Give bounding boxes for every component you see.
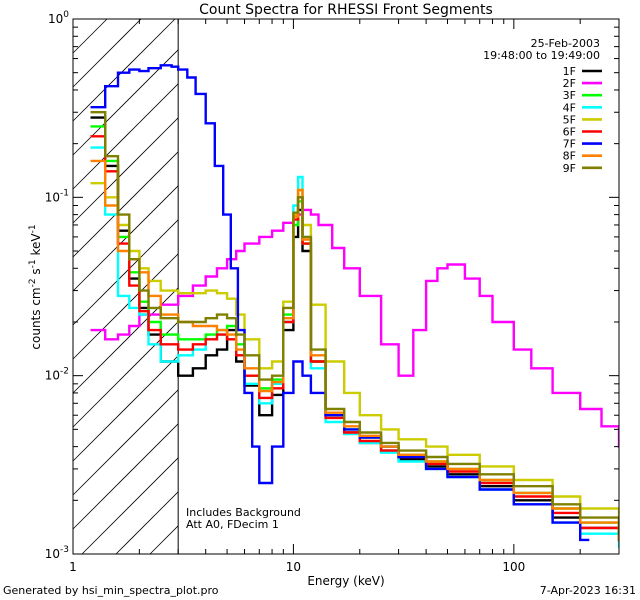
x-tick-label: 10 (286, 560, 301, 574)
y-tick-label: 100 (48, 10, 69, 26)
series-lines (90, 64, 619, 548)
legend-label-2F: 2F (563, 77, 576, 90)
hatch-line (72, 355, 179, 462)
series-line-1F (90, 116, 619, 542)
hatch-line (72, 83, 179, 190)
hatch-line (72, 18, 176, 122)
series-line-2F (90, 208, 619, 448)
annotation-attenuator: Att A0, FDecim 1 (186, 518, 279, 531)
hatch-line (81, 457, 179, 555)
y-tick-label: 10-2 (45, 367, 69, 383)
x-tick-label: 1 (69, 560, 77, 574)
axes: 1 10 100 100 10-1 10-2 10-3 (45, 10, 620, 574)
hatch-line (72, 18, 108, 54)
hatch-line (72, 253, 179, 360)
legend-label-5F: 5F (563, 113, 576, 126)
hatch-line (72, 117, 179, 224)
hatch-line (72, 321, 179, 428)
series-line-5F (90, 182, 619, 524)
plot-frame (72, 18, 620, 555)
hatch-line (149, 525, 179, 555)
x-tick-label: 100 (502, 560, 525, 574)
legend-label-6F: 6F (563, 126, 576, 139)
hatch-line (72, 18, 142, 88)
date-label: 25-Feb-2003 (531, 37, 600, 50)
hatch-line (72, 219, 179, 326)
series-line-7F (90, 64, 590, 542)
series-line-9F (90, 111, 619, 535)
hatch-line (72, 389, 179, 496)
time-range-label: 19:48:00 to 19:49:00 (483, 49, 600, 62)
annotation-background: Includes Background (186, 506, 301, 519)
generated-by-label: Generated by hsi_min_spectra_plot.pro (3, 584, 219, 597)
legend-label-3F: 3F (563, 89, 576, 102)
x-axis-label: Energy (keV) (307, 574, 384, 588)
chart-title: Count Spectra for RHESSI Front Segments (199, 2, 493, 18)
legend-label-7F: 7F (563, 138, 576, 151)
legend-label-1F: 1F (563, 65, 576, 78)
y-tick-label: 10-3 (45, 545, 69, 561)
hatched-region (72, 18, 179, 555)
timestamp-label: 7-Apr-2023 16:31 (540, 584, 636, 597)
hatch-line (72, 151, 179, 258)
y-tick-label: 10-1 (45, 188, 69, 204)
series-line-6F (90, 135, 619, 542)
y-axis-label: counts cm-2 s-1 keV-1 (28, 224, 43, 349)
hatch-line (72, 185, 179, 292)
legend-label-9F: 9F (563, 162, 576, 175)
series-line-8F (90, 159, 619, 542)
series-line-3F (90, 125, 619, 542)
hatch-line (72, 423, 179, 530)
legend-label-8F: 8F (563, 150, 576, 163)
hatch-line (115, 491, 179, 555)
legend-label-4F: 4F (563, 101, 576, 114)
